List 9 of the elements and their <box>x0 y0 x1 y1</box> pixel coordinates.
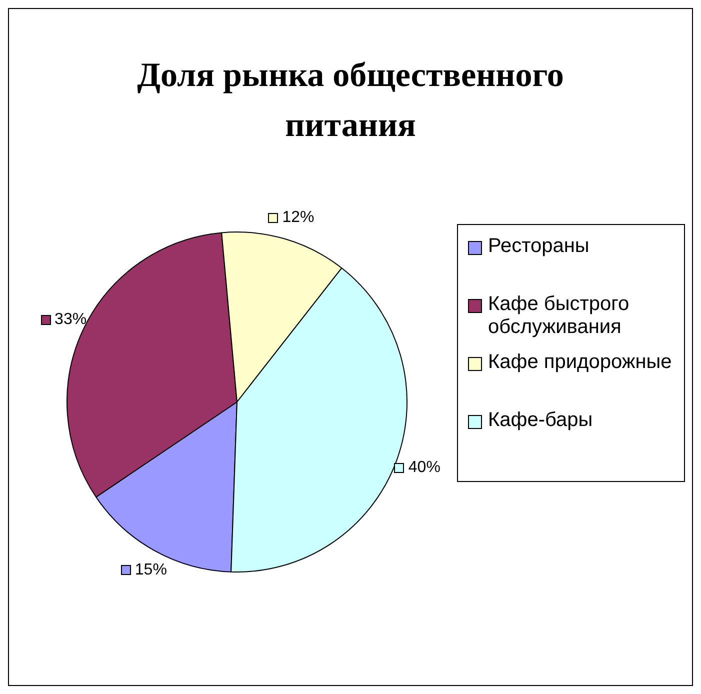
chart-title: Доля рынка общественного питания <box>136 56 565 146</box>
data-label: 33% <box>54 311 87 328</box>
legend-label: Кафе-бары <box>488 409 593 432</box>
legend-label: Кафе придорожные <box>488 351 672 374</box>
legend-label: Рестораны <box>488 235 590 258</box>
data-label: 12% <box>282 209 314 226</box>
data-label: 40% <box>408 459 440 476</box>
data-label: 15% <box>134 561 167 578</box>
legend-label: Кафе быстрого обслуживания <box>488 293 630 339</box>
